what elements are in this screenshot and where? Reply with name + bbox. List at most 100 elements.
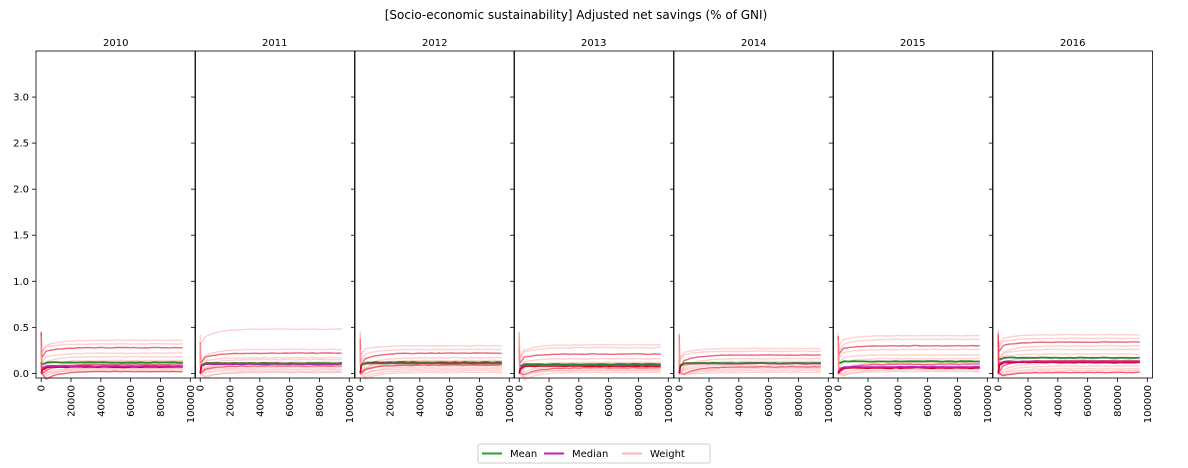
- weight-line: [518, 353, 661, 366]
- weight-line: [199, 354, 342, 374]
- panel-frame: [35, 50, 196, 379]
- weight-line: [997, 334, 1140, 377]
- weight-line: [837, 343, 980, 361]
- panels-group: 2010 0.0 0.5 1.0 1.5 2.0 2.5 3.0 0 20000 40000 6000…: [13, 38, 1154, 423]
- weight-line: [837, 351, 980, 376]
- weight-line: [997, 330, 1140, 363]
- weight-line: [518, 337, 661, 375]
- x-tick-label: 60000: [445, 385, 456, 417]
- x-tick-label: 0: [834, 385, 845, 391]
- weight-line: [678, 352, 821, 375]
- x-tick-label: 40000: [255, 385, 266, 417]
- x-tick-label: 20000: [67, 385, 78, 417]
- panel-2015: 2015 0 20000 40000 60000 80000 100000: [829, 38, 994, 423]
- x-tick-label: 20000: [545, 385, 556, 417]
- panel-title-2011: 2011: [262, 38, 287, 49]
- mean-line: [839, 360, 980, 365]
- x-tick-label: 20000: [226, 385, 237, 417]
- median-line: [42, 364, 183, 369]
- weight-line: [997, 341, 1140, 354]
- x-tick-label: 40000: [574, 385, 585, 417]
- panel-2010: 2010 0.0 0.5 1.0 1.5 2.0 2.5 3.0 0 20000 40000 6000…: [13, 38, 197, 423]
- weight-line: [359, 352, 502, 369]
- y-tick-label: 0.5: [13, 323, 29, 334]
- weight-line: [199, 342, 342, 366]
- weight-line: [678, 360, 821, 375]
- x-tick-label: 100000: [345, 385, 356, 423]
- panel-2012: 2012 0 20000 40000 60000 80000 100000: [351, 38, 516, 423]
- x-tick-label: 40000: [1053, 385, 1064, 417]
- x-tick-label: 60000: [923, 385, 934, 417]
- x-tick-label: 100000: [186, 385, 197, 423]
- weight-line: [837, 357, 980, 371]
- panel-frame: [194, 50, 355, 379]
- x-tick-label: 20000: [864, 385, 875, 417]
- weight-line: [40, 336, 183, 377]
- weight-line: [518, 333, 661, 381]
- weight-line: [678, 334, 821, 371]
- y-tick-label: 3.0: [13, 93, 29, 104]
- panel-2014: 2014 0 20000 40000 60000 80000 100000: [670, 38, 835, 423]
- weight-line: [837, 332, 980, 354]
- weight-line: [359, 348, 502, 375]
- x-tick-label: 20000: [1024, 385, 1035, 417]
- weight-line: [997, 356, 1140, 375]
- chart-title: [Socio-economic sustainability] Adjusted…: [385, 8, 768, 22]
- weight-line: [997, 333, 1140, 347]
- x-tick-label: 80000: [1113, 385, 1124, 417]
- weight-line: [40, 331, 183, 371]
- legend: Mean Median Weight: [477, 443, 711, 464]
- panel-title-2016: 2016: [1060, 38, 1085, 49]
- legend-label-weight: Weight: [650, 449, 685, 460]
- panel-frame: [673, 50, 834, 379]
- weight-line: [678, 347, 821, 376]
- weight-line: [199, 351, 342, 375]
- x-tick-label: 40000: [734, 385, 745, 417]
- x-tick-label: 60000: [604, 385, 615, 417]
- x-tick-label: 0: [37, 385, 48, 391]
- x-tick-label: 80000: [794, 385, 805, 417]
- weight-line: [199, 356, 342, 379]
- x-tick-label: 100000: [505, 385, 516, 423]
- legend-box: [477, 443, 711, 464]
- x-tick-label: 40000: [96, 385, 107, 417]
- median-line: [999, 360, 1140, 365]
- panel-title-2010: 2010: [103, 38, 128, 49]
- x-tick-label: 100000: [1143, 385, 1154, 423]
- panel-frame: [832, 50, 993, 379]
- weight-line-strong: [518, 364, 661, 374]
- panel-frame: [513, 50, 674, 379]
- weight-line: [678, 357, 821, 376]
- weight-line: [359, 348, 502, 378]
- x-tick-label: 0: [675, 385, 686, 391]
- x-tick-label: 60000: [285, 385, 296, 417]
- panel-2013: 2013 0 20000 40000 60000 80000 100000: [510, 38, 675, 423]
- weight-line: [518, 338, 661, 378]
- mean-line: [361, 362, 502, 366]
- panel-frame: [354, 50, 515, 379]
- x-tick-label: 60000: [126, 385, 137, 417]
- x-tick-label: 80000: [634, 385, 645, 417]
- weight-line: [40, 339, 183, 355]
- weight-line: [837, 344, 980, 356]
- y-tick-label: 2.0: [13, 185, 29, 196]
- legend-label-mean: Mean: [510, 449, 537, 460]
- weight-line: [997, 353, 1140, 365]
- weight-line: [678, 338, 821, 375]
- weight-line: [518, 346, 661, 361]
- x-tick-label: 100000: [983, 385, 994, 423]
- x-tick-label: 20000: [386, 385, 397, 417]
- x-tick-label: 20000: [705, 385, 716, 417]
- x-tick-label: 80000: [953, 385, 964, 417]
- panel-2016: 2016 0 20000 40000 60000 80000 100000: [989, 38, 1154, 423]
- mean-line: [42, 361, 183, 366]
- weight-line: [199, 355, 342, 375]
- weight-line: [837, 334, 980, 350]
- weight-line: [359, 338, 502, 375]
- weight-line-strong: [40, 365, 183, 374]
- weight-line: [359, 356, 502, 376]
- weight-line: [837, 357, 980, 377]
- weight-line: [997, 337, 1140, 350]
- weight-line: [678, 332, 821, 376]
- weight-line: [359, 349, 502, 380]
